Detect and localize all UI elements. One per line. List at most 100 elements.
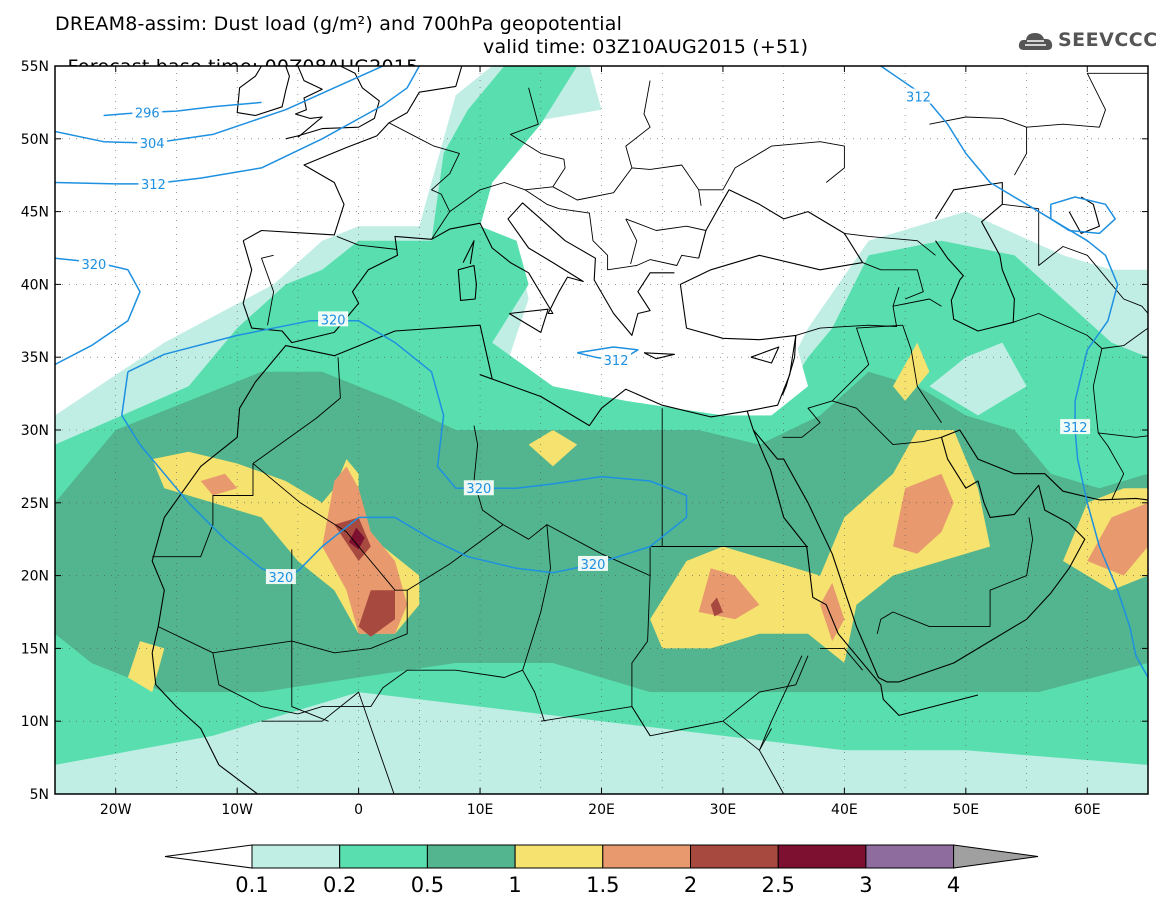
lat-label: 25N xyxy=(21,496,49,512)
axis-ticks: 55N 50N 45N 40N 35N 30N 25N 20N 15N 10N 5N 20W 10W 0 1… xyxy=(21,59,1148,818)
lat-label: 5N xyxy=(30,787,49,803)
lat-label: 10N xyxy=(21,714,49,730)
country-border xyxy=(449,87,566,212)
geopotential-isoline xyxy=(1050,196,1116,235)
contour-label: 312 xyxy=(906,91,931,106)
colorbar-label: 3 xyxy=(859,873,872,897)
country-border xyxy=(758,655,803,794)
country-border xyxy=(212,640,523,715)
contour-label-bg xyxy=(577,555,608,571)
coastline xyxy=(294,66,323,138)
dust-level-4-patch xyxy=(893,473,954,554)
contour-label: 320 xyxy=(466,482,491,497)
dust-level-4-patch xyxy=(200,473,238,496)
colorbar-swatch xyxy=(426,844,516,869)
country-border xyxy=(291,641,329,722)
dust-level-3-patch xyxy=(528,430,578,467)
clean-air-patch xyxy=(722,342,808,416)
country-border xyxy=(862,262,924,300)
coastline xyxy=(462,240,475,265)
lat-label: 35N xyxy=(21,350,49,366)
contour-label-bg xyxy=(463,480,494,496)
country-border xyxy=(892,298,942,307)
country-border xyxy=(1014,127,1028,176)
country-border xyxy=(831,324,903,402)
dust-level-0-patch xyxy=(929,342,1027,416)
lat-label: 20N xyxy=(21,569,49,585)
contour-label-bg xyxy=(78,256,109,272)
country-border xyxy=(722,720,772,751)
contour-label-bg xyxy=(137,135,168,151)
lon-label: 0 xyxy=(354,802,363,818)
colorbar-swatch xyxy=(602,844,691,869)
dust-level-5-patch xyxy=(358,590,395,637)
country-border xyxy=(989,517,1034,627)
contour-label: 312 xyxy=(1063,421,1088,436)
colorbar-swatch xyxy=(251,844,341,869)
lat-label: 50N xyxy=(21,132,49,148)
contour-label: 320 xyxy=(321,313,346,328)
contour-label: 304 xyxy=(140,137,165,152)
country-border xyxy=(1101,327,1148,349)
geopotential-isoline xyxy=(103,101,262,117)
colorbar-label: 1 xyxy=(508,873,521,897)
lon-label: 10W xyxy=(221,802,253,818)
geopotential-isoline xyxy=(55,66,420,185)
country-border xyxy=(540,655,809,737)
lat-label: 45N xyxy=(21,205,49,221)
dust-level-2-patch xyxy=(55,371,1148,693)
geopotential-isoline xyxy=(55,66,384,144)
country-border xyxy=(892,611,991,628)
coastline xyxy=(242,66,463,242)
geopotential-contours: 296 304 312 320 320 320 320 320 312 312 312 xyxy=(55,66,1148,678)
lon-label: 50E xyxy=(952,802,979,818)
lat-label: 55N xyxy=(21,59,49,75)
coastline xyxy=(643,352,675,360)
country-border xyxy=(698,141,845,191)
coastline xyxy=(750,346,780,364)
lon-label: 60E xyxy=(1074,802,1101,818)
coastline xyxy=(508,308,549,333)
lat-label: 40N xyxy=(21,277,49,293)
coastline xyxy=(236,66,290,117)
country-border xyxy=(336,235,398,250)
colorbar-label: 1.5 xyxy=(586,873,619,897)
contour-label: 320 xyxy=(268,571,293,586)
colorbar-label: 4 xyxy=(947,873,960,897)
coastline xyxy=(457,264,477,301)
dust-level-4-patch xyxy=(1087,502,1148,576)
contour-label: 312 xyxy=(604,354,629,369)
lat-label: 30N xyxy=(21,423,49,439)
dust-level-5-patch xyxy=(710,597,723,617)
country-border xyxy=(902,325,942,423)
country-border xyxy=(625,218,638,265)
colorbar-label: 2.5 xyxy=(761,873,794,897)
contour-label-bg xyxy=(265,569,296,585)
colorbar: 0.1 0.2 0.5 1 1.5 2 2.5 3 4 xyxy=(164,844,1039,897)
colorbar-swatch xyxy=(777,844,867,869)
lon-label: 10E xyxy=(467,802,494,818)
coastline xyxy=(1068,196,1100,234)
lon-label: 40E xyxy=(831,802,858,818)
country-border xyxy=(252,357,341,464)
contour-label-bg xyxy=(1060,419,1091,435)
lon-label: 20W xyxy=(100,802,132,818)
country-border xyxy=(152,463,254,558)
contour-label-bg xyxy=(132,104,163,120)
logo-text: SEEVCCC xyxy=(1058,29,1158,51)
dust-level-3-patch xyxy=(893,342,930,401)
contour-label: 320 xyxy=(581,558,606,573)
country-border xyxy=(820,647,863,671)
colorbar-swatch xyxy=(690,844,779,869)
valid-time-label: valid time: 03Z10AUG2015 (+51) xyxy=(483,36,809,58)
contour-label-bg xyxy=(138,175,169,191)
country-border xyxy=(1013,313,1125,501)
coastline xyxy=(151,189,864,653)
country-border xyxy=(625,80,651,169)
country-border xyxy=(1038,208,1148,314)
coastlines xyxy=(151,66,1148,794)
geopotential-isoline xyxy=(880,66,1148,678)
contour-label-bg xyxy=(318,311,349,327)
colorbar-high-arrow xyxy=(953,844,1039,869)
